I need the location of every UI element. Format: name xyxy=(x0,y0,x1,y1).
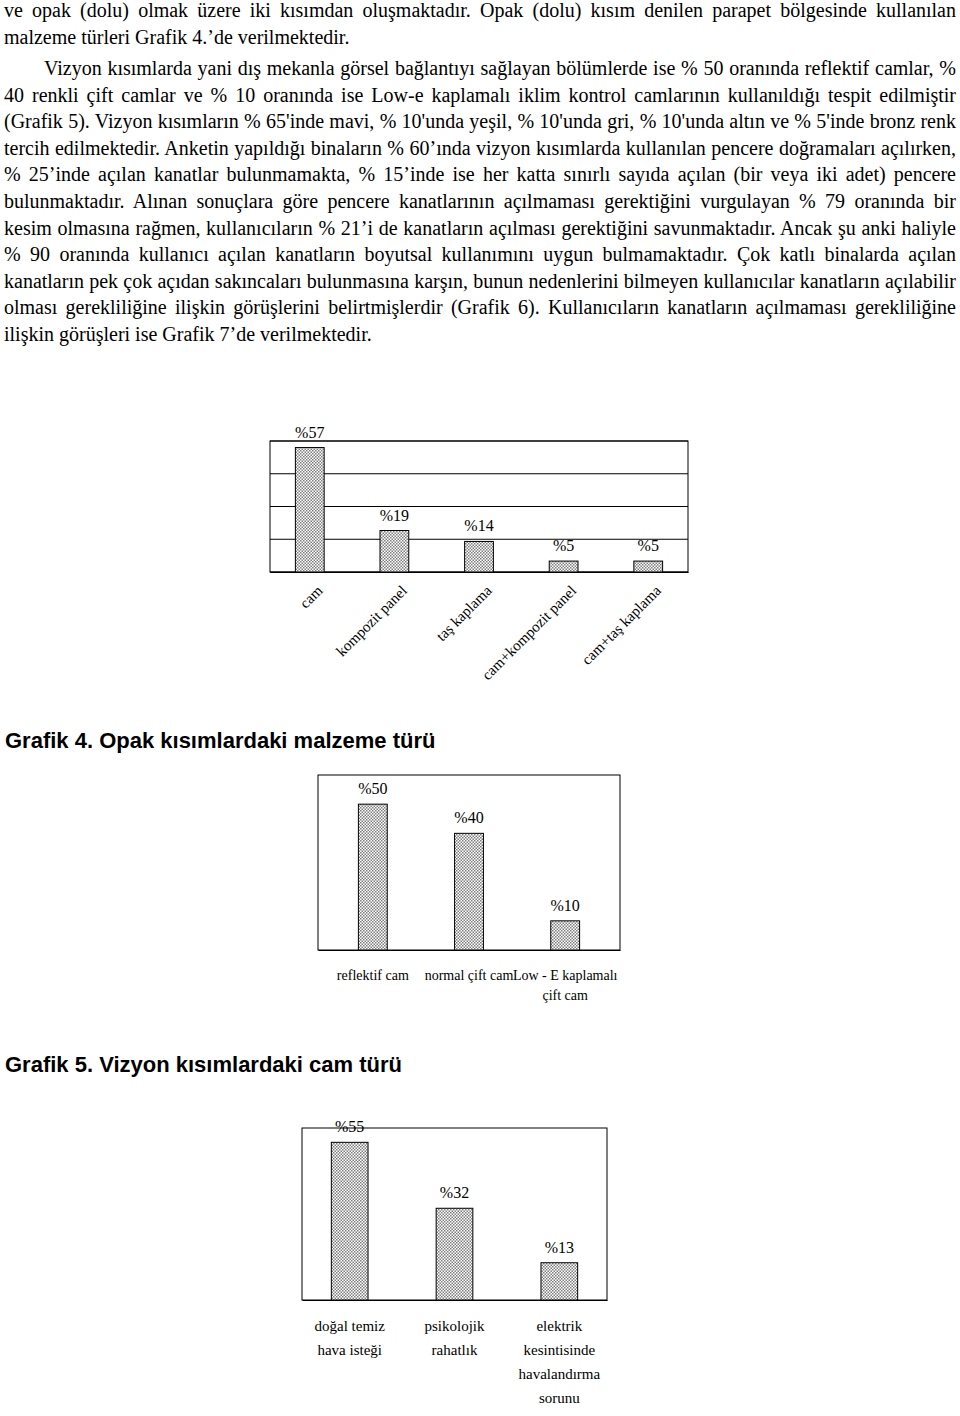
data-label: %57 xyxy=(295,424,324,441)
data-label: %5 xyxy=(553,537,574,554)
tick-label-line: rahatlık xyxy=(432,1342,478,1358)
plot-frame xyxy=(318,775,620,950)
plot-frame xyxy=(302,1128,607,1300)
bar xyxy=(541,1263,578,1300)
bar xyxy=(549,561,578,572)
bars xyxy=(295,448,662,572)
bars xyxy=(358,804,579,950)
tick: kompozit panel xyxy=(333,572,410,659)
tick: doğal temiz hava isteği xyxy=(314,1300,385,1358)
tick: Low - E kaplamalı çift cam xyxy=(513,950,618,1003)
tick-label-line: normal çift cam xyxy=(425,968,514,983)
tick-label: taş kaplama xyxy=(433,582,495,644)
tick-label-line: kesintisinde xyxy=(523,1342,595,1358)
bar xyxy=(634,561,663,572)
tick-label-line: psikolojik xyxy=(424,1318,485,1334)
axis-line xyxy=(303,1300,608,1301)
bar xyxy=(465,541,494,572)
data-label: %40 xyxy=(454,809,483,826)
tick-label: cam+taş kaplama xyxy=(579,582,665,668)
grid-line xyxy=(270,506,688,507)
axis-line xyxy=(319,950,621,951)
tick: psikolojik rahatlık xyxy=(424,1300,485,1358)
tick-label: cam xyxy=(297,582,326,611)
data-label: %19 xyxy=(380,507,409,524)
tick: reflektif cam xyxy=(337,950,409,983)
tick: elektrik kesintisinde havalandırma sorunu xyxy=(518,1300,600,1406)
grid-line xyxy=(270,539,688,540)
x-axis: camkompozit panel taş kaplamacam+kompozit… xyxy=(271,572,689,683)
grid-line xyxy=(270,473,688,474)
tick-label: doğal temiz hava isteği xyxy=(314,1318,385,1358)
tick-label: kompozit panel xyxy=(333,582,410,659)
bar xyxy=(551,921,580,950)
data-label: %50 xyxy=(358,780,387,797)
data-label: %5 xyxy=(638,537,659,554)
x-axis: reflektif cam normal çift camLow - E kapl… xyxy=(319,950,621,1003)
tick-label: elektrik kesintisinde havalandırma sorunu xyxy=(518,1318,600,1406)
data-label: %55 xyxy=(335,1118,364,1135)
tick: cam+kompozit panel xyxy=(479,572,580,683)
data-label: %10 xyxy=(551,897,580,914)
plot-frame xyxy=(270,441,688,572)
bars xyxy=(331,1142,577,1300)
paragraph: Vizyon kısımlarda yani dış mekanla görse… xyxy=(4,55,956,348)
tick-label-line: Low - E kaplamalı xyxy=(513,968,618,983)
bar xyxy=(295,448,324,572)
tick-label-line: sorunu xyxy=(539,1390,580,1406)
bar xyxy=(436,1208,473,1300)
axis-line xyxy=(271,572,689,573)
tick-label: normal çift cam xyxy=(425,968,514,983)
data-label: %14 xyxy=(464,517,493,534)
tick: taş kaplama xyxy=(433,572,495,644)
tick-label-line: elektrik xyxy=(536,1318,582,1334)
tick-label-line: hava isteği xyxy=(317,1342,382,1358)
chart: %55 %32 %13 doğal temiz hava isteği psikoloji… xyxy=(302,1118,608,1405)
bar xyxy=(331,1142,368,1300)
grid-line xyxy=(270,441,688,442)
tick-label-line: doğal temiz xyxy=(314,1318,385,1334)
paragraph: ve opak (dolu) olmak üzere iki kısımdan … xyxy=(4,0,956,50)
tick: cam xyxy=(297,572,326,611)
tick-label-line: havalandırma xyxy=(518,1366,600,1382)
bar xyxy=(455,833,484,950)
tick-label: psikolojik rahatlık xyxy=(424,1318,485,1358)
bar xyxy=(380,531,409,572)
chart: %57 %19 %14 %5 %5 camkompozit panel taş kaplam… xyxy=(5,424,689,753)
tick-label: reflektif cam xyxy=(337,968,409,983)
chart: %50 %40 %10 reflektif cam normal çift camLow… xyxy=(5,775,621,1077)
data-label: %32 xyxy=(440,1184,469,1201)
tick-label-line: çift cam xyxy=(542,988,588,1003)
data-label: %13 xyxy=(545,1239,574,1256)
caption: Grafik 4. Opak kısımlardaki malzeme türü xyxy=(5,728,435,753)
bar xyxy=(358,804,387,950)
tick: cam+taş kaplama xyxy=(579,572,665,668)
x-axis: doğal temiz hava isteği psikolojik rahatlık… xyxy=(303,1300,608,1406)
tick-label: cam+kompozit panel xyxy=(479,582,580,683)
caption: Grafik 5. Vizyon kısımlardaki cam türü xyxy=(5,1052,402,1077)
tick-label: Low - E kaplamalı çift cam xyxy=(513,968,618,1003)
tick: normal çift cam xyxy=(425,950,514,983)
chart-canvas: %57 %19 %14 %5 %5 camkompozit panel taş kaplam… xyxy=(0,0,960,1416)
tick-label-line: reflektif cam xyxy=(337,968,409,983)
